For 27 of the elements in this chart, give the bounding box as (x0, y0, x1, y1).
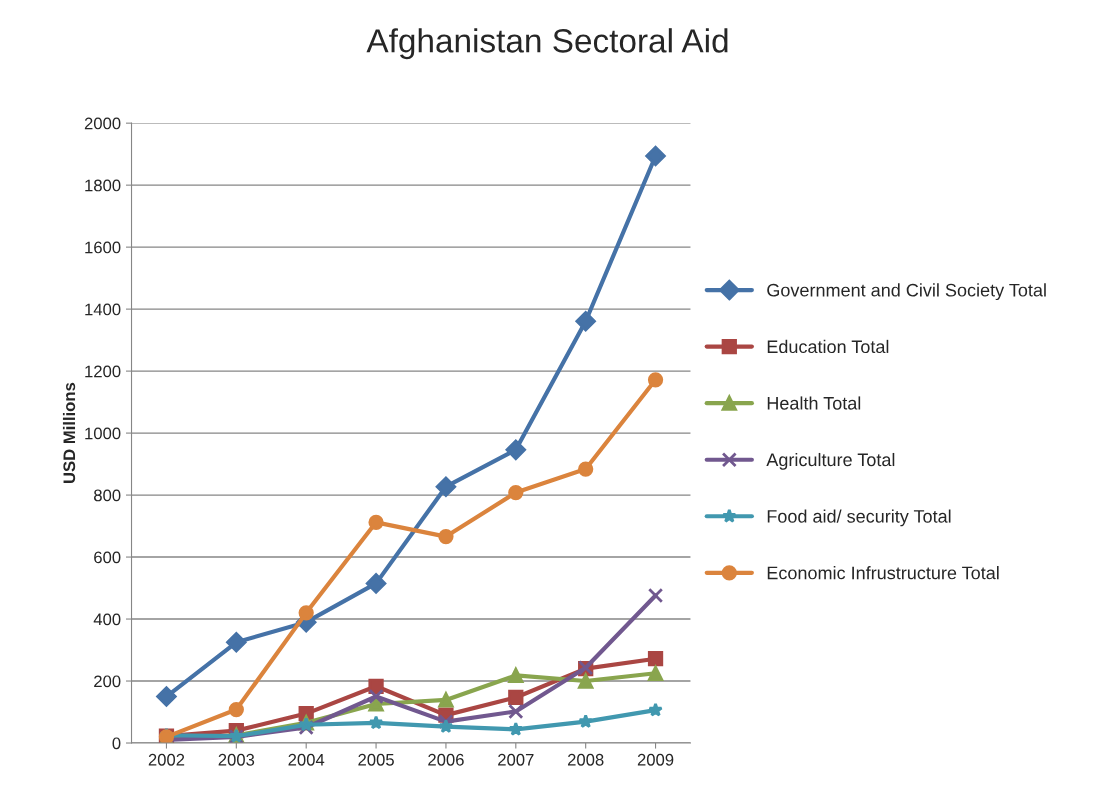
x-tick-label: 2002 (148, 753, 185, 766)
x-tick-label: 2007 (498, 753, 534, 766)
y-tick-label: 400 (93, 613, 121, 626)
y-tick-label: 1600 (85, 241, 121, 254)
y-tick-label: 1000 (85, 427, 121, 440)
y-tick-label: 1400 (85, 303, 121, 316)
y-tick-label: 600 (94, 551, 121, 564)
x-tick-label: 2005 (358, 753, 394, 766)
x-tick-label: 2004 (288, 753, 325, 766)
legend-label: Education Total (767, 339, 889, 354)
x-tick-label: 2003 (218, 753, 255, 766)
y-tick-label: 2000 (84, 117, 121, 130)
y-axis-title: USD Millions (62, 382, 76, 484)
legend-label: Agriculture Total (766, 452, 895, 470)
x-tick-label: 2006 (428, 753, 464, 766)
legend-label: Government and Civil Society Total (767, 283, 1046, 301)
y-tick-label: 800 (94, 489, 121, 502)
y-tick-label: 200 (94, 675, 121, 688)
legend-label: Economic Infrustructure Total (767, 566, 999, 580)
legend-label: Health Total (767, 396, 861, 410)
y-tick-label: 1800 (85, 179, 121, 192)
y-tick-label: 1200 (85, 365, 121, 378)
chart-title: Afghanistan Sectoral Aid (366, 28, 728, 60)
x-tick-label: 2008 (567, 753, 604, 766)
y-tick-label: 0 (112, 737, 121, 750)
legend-label: Food aid/ security Total (767, 509, 951, 527)
x-tick-label: 2009 (637, 753, 674, 766)
